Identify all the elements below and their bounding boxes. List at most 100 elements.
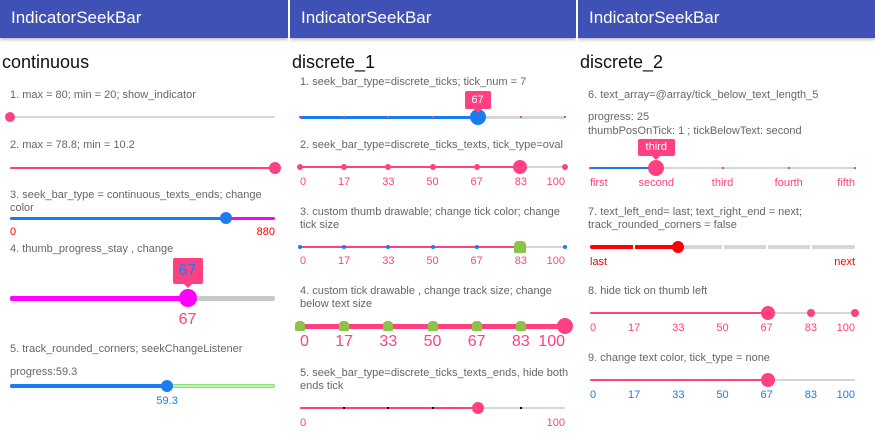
slider-label: 8. hide tick on thumb left bbox=[588, 285, 708, 297]
tick-mark bbox=[387, 116, 390, 118]
slider-label: 9. change text color, tick_type = none bbox=[588, 352, 770, 364]
tick-mark bbox=[387, 407, 390, 409]
app-title: IndicatorSeekBar bbox=[589, 8, 720, 27]
tick-text: 0 bbox=[590, 389, 597, 401]
app-bar: IndicatorSeekBar bbox=[0, 0, 288, 38]
tick-text: 50 bbox=[426, 176, 439, 188]
android-tick-icon bbox=[339, 321, 350, 331]
app-bar: IndicatorSeekBar bbox=[290, 0, 576, 38]
slider-label: 4. custom tick drawable , change track s… bbox=[300, 285, 552, 310]
tick-mark bbox=[519, 407, 522, 409]
seek-thumb[interactable] bbox=[672, 241, 685, 253]
seek-thumb[interactable] bbox=[161, 380, 174, 392]
seek-thumb[interactable] bbox=[471, 402, 484, 414]
indicator-bubble: 67 bbox=[464, 91, 491, 113]
slider-label: 5. track_rounded_corners; seekChangeList… bbox=[10, 343, 243, 355]
track-background bbox=[300, 407, 565, 409]
track-progress bbox=[300, 246, 520, 248]
tick-text: 83 bbox=[804, 389, 817, 401]
slider-label: 2. max = 78.8; min = 10.2 bbox=[10, 139, 135, 151]
track-progress bbox=[590, 379, 768, 381]
app-title: IndicatorSeekBar bbox=[11, 8, 142, 27]
tick-mark bbox=[343, 116, 346, 118]
tick-text: 0 bbox=[300, 176, 307, 188]
tick-text: 67 bbox=[760, 322, 773, 334]
android-tick-icon bbox=[383, 321, 394, 331]
end-text-left: last bbox=[590, 256, 608, 268]
seek-thumb[interactable] bbox=[760, 306, 775, 320]
seek-thumb[interactable] bbox=[178, 289, 197, 307]
tick-mark bbox=[851, 309, 859, 317]
tick-mark bbox=[589, 167, 591, 169]
track-progress bbox=[10, 384, 168, 388]
tick-text: 67 bbox=[467, 333, 486, 350]
tick-mark bbox=[299, 116, 301, 118]
seek-thumb[interactable] bbox=[269, 162, 281, 174]
seek-thumb[interactable] bbox=[760, 373, 775, 387]
tick-text: 0 bbox=[590, 322, 597, 334]
track-progress bbox=[590, 167, 657, 169]
panel-discrete-2: IndicatorSeekBar discrete_2 6. text_arra… bbox=[578, 0, 875, 440]
tick-mark bbox=[721, 167, 724, 169]
tick-mark bbox=[429, 164, 436, 170]
tick-text: 17 bbox=[338, 255, 351, 267]
track-background bbox=[10, 216, 275, 220]
track-progress bbox=[590, 312, 768, 314]
track-progress bbox=[300, 407, 478, 409]
track-background bbox=[590, 312, 855, 314]
track-progress bbox=[10, 167, 275, 169]
track-background bbox=[10, 167, 275, 169]
tick-mark bbox=[562, 164, 568, 170]
end-text-left: 0 bbox=[10, 226, 17, 238]
track-background bbox=[300, 323, 565, 329]
section-title: discrete_2 bbox=[580, 52, 664, 72]
tick-text: 17 bbox=[338, 176, 351, 188]
tick-text: second bbox=[638, 177, 674, 189]
slider-label: 5. seek_bar_type=discrete_ticks_texts_en… bbox=[300, 367, 569, 392]
tick-mark bbox=[297, 164, 303, 170]
tick-gap bbox=[721, 244, 724, 250]
slider-label: 6. text_array=@array/tick_below_text_len… bbox=[588, 89, 819, 101]
seek-thumb[interactable] bbox=[5, 112, 15, 122]
thumb-status: thumbPosOnTick: 1 ; tickBelowText: secon… bbox=[588, 125, 802, 137]
seek-thumb[interactable] bbox=[648, 160, 665, 176]
track-progress bbox=[10, 295, 188, 301]
track-progress bbox=[300, 115, 478, 119]
tick-gap bbox=[765, 244, 768, 250]
progress-value: 59.3 bbox=[156, 395, 178, 407]
slider-label: 7. text_left_end= last; text_right_end =… bbox=[588, 206, 803, 231]
tick-text: 17 bbox=[335, 333, 354, 350]
tick-mark bbox=[564, 116, 566, 118]
track-progress bbox=[300, 323, 565, 329]
tick-mark bbox=[298, 245, 302, 249]
tick-text: 33 bbox=[672, 389, 685, 401]
section-title: continuous bbox=[2, 52, 90, 72]
slider-label: 1. max = 80; min = 20; show_indicator bbox=[10, 89, 196, 101]
tick-mark bbox=[341, 164, 348, 170]
tick-text: 17 bbox=[628, 322, 641, 334]
seek-thumb[interactable] bbox=[512, 160, 527, 174]
tick-text: 33 bbox=[672, 322, 685, 334]
tick-mark bbox=[474, 245, 479, 249]
tick-gap bbox=[809, 244, 812, 250]
tick-text: 67 bbox=[470, 176, 483, 188]
slider-label: 3. custom thumb drawable; change tick co… bbox=[300, 206, 560, 231]
tick-text: 83 bbox=[511, 333, 530, 350]
tick-text: 33 bbox=[379, 333, 398, 350]
indicator-bubble: third bbox=[637, 139, 675, 160]
tick-text: 33 bbox=[382, 176, 395, 188]
tick-gap bbox=[633, 244, 636, 250]
tick-text: 0 bbox=[300, 255, 307, 267]
tick-text: 0 bbox=[300, 333, 309, 350]
tick-mark bbox=[431, 407, 434, 409]
tick-mark bbox=[854, 167, 856, 169]
tick-mark bbox=[386, 245, 391, 249]
seek-thumb[interactable] bbox=[219, 212, 232, 224]
seek-thumb[interactable] bbox=[557, 318, 573, 334]
android-thumb-icon[interactable] bbox=[513, 241, 526, 253]
tick-text: 50 bbox=[423, 333, 442, 350]
seek-thumb[interactable] bbox=[469, 109, 486, 125]
tick-text: 67 bbox=[470, 255, 483, 267]
android-tick-icon bbox=[471, 321, 482, 331]
track-progress bbox=[590, 245, 679, 249]
